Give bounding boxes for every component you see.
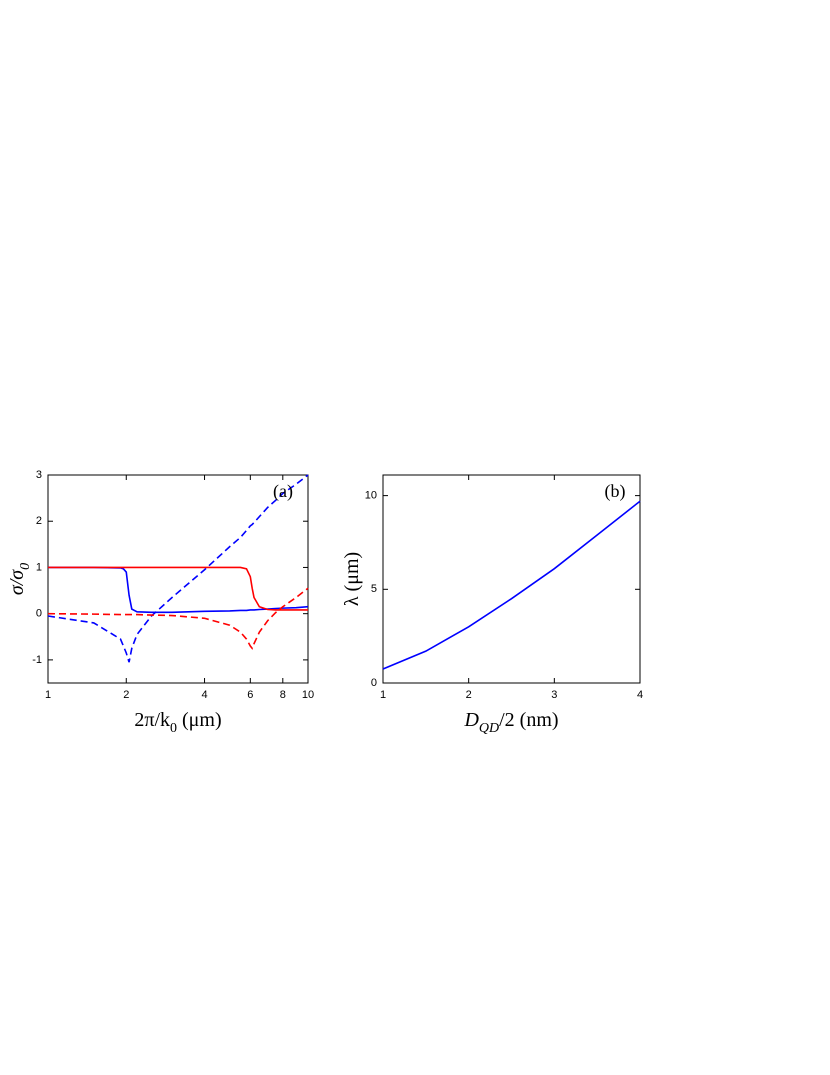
x-tick-label: 10 [302, 689, 314, 701]
axis-label: λ (μm) [341, 552, 363, 606]
y-tick-label: 2 [36, 515, 42, 527]
y-tick-label: -1 [32, 654, 42, 666]
x-tick-label: 4 [637, 689, 643, 701]
x-tick-label: 2 [123, 689, 129, 701]
y-tick-label: 1 [36, 561, 42, 573]
x-tick-label: 8 [280, 689, 286, 701]
y-tick-label: 3 [36, 469, 42, 481]
x-tick-label: 1 [45, 689, 51, 701]
line-series [48, 566, 309, 614]
label-part: 2π/k [134, 709, 170, 731]
plot-frame [382, 474, 641, 684]
label-part: (μm) [177, 709, 222, 731]
y-tick-label: 0 [371, 677, 377, 689]
label-part: λ (μm) [341, 552, 363, 606]
x-tick-label: 3 [551, 689, 557, 701]
line-series [382, 500, 641, 670]
line-series [47, 587, 309, 650]
y-tick-label: 10 [365, 490, 377, 502]
label-part: /2 (nm) [499, 709, 558, 731]
line-series [48, 566, 308, 611]
axis-label: σ/σ0 [6, 563, 33, 595]
subscript: 0 [170, 721, 177, 736]
x-tick-label: 2 [466, 689, 472, 701]
x-tick-label: 1 [380, 689, 386, 701]
subscript: QD [479, 721, 499, 736]
line-series [47, 474, 309, 663]
plot-frame [47, 474, 309, 684]
x-tick-label: 6 [247, 689, 253, 701]
panel-label: (a) [273, 481, 293, 502]
label-part: σ/σ [6, 569, 28, 595]
label-part: D [463, 709, 479, 731]
axis-label: 2π/k0 (μm) [134, 709, 221, 736]
subscript: 0 [18, 563, 33, 570]
y-tick-label: 0 [36, 608, 42, 620]
y-tick-label: 5 [371, 583, 377, 595]
x-tick-label: 4 [201, 689, 207, 701]
axis-label: DQD/2 (nm) [463, 709, 558, 736]
panel-label: (b) [605, 481, 626, 502]
